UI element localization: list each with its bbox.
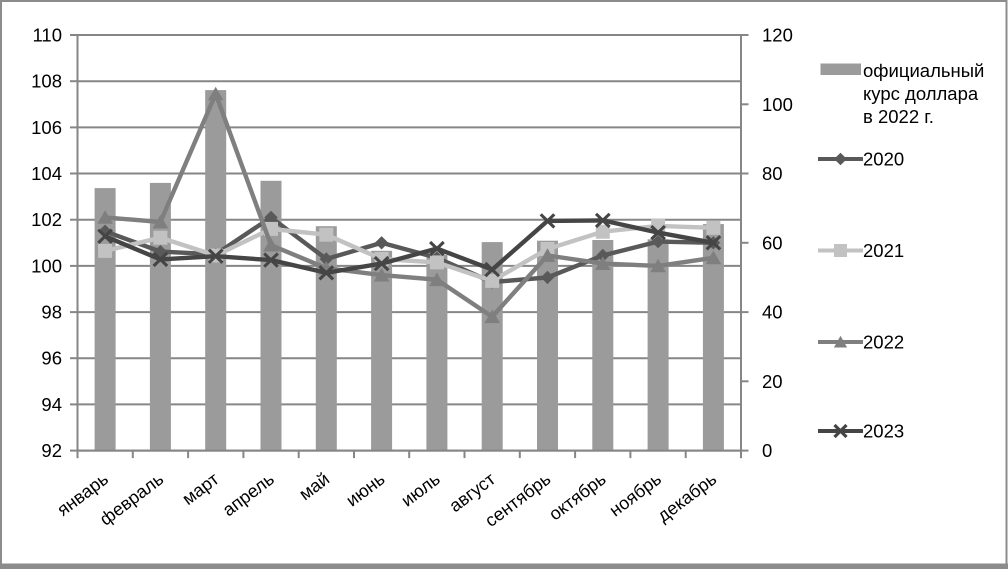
- svg-text:104: 104: [31, 163, 62, 184]
- svg-text:40: 40: [762, 302, 783, 323]
- svg-text:106: 106: [31, 117, 62, 138]
- svg-text:102: 102: [31, 209, 62, 230]
- svg-text:80: 80: [762, 163, 783, 184]
- svg-text:2021: 2021: [863, 240, 904, 261]
- svg-text:2023: 2023: [863, 421, 904, 442]
- svg-text:108: 108: [31, 71, 62, 92]
- svg-text:98: 98: [41, 302, 62, 323]
- svg-text:официальный: официальный: [863, 60, 984, 81]
- svg-text:110: 110: [33, 25, 63, 46]
- svg-text:100: 100: [31, 255, 62, 276]
- svg-text:92: 92: [41, 440, 62, 461]
- svg-text:0: 0: [762, 440, 772, 461]
- svg-text:в 2022 г.: в 2022 г.: [863, 106, 934, 127]
- svg-text:94: 94: [41, 394, 62, 415]
- svg-text:60: 60: [762, 232, 783, 253]
- svg-text:120: 120: [762, 25, 793, 46]
- svg-text:2022: 2022: [863, 332, 904, 353]
- svg-text:20: 20: [762, 371, 783, 392]
- svg-text:96: 96: [41, 348, 62, 369]
- svg-text:2020: 2020: [863, 149, 904, 170]
- svg-text:курс доллара: курс доллара: [863, 83, 979, 104]
- svg-text:100: 100: [762, 94, 793, 115]
